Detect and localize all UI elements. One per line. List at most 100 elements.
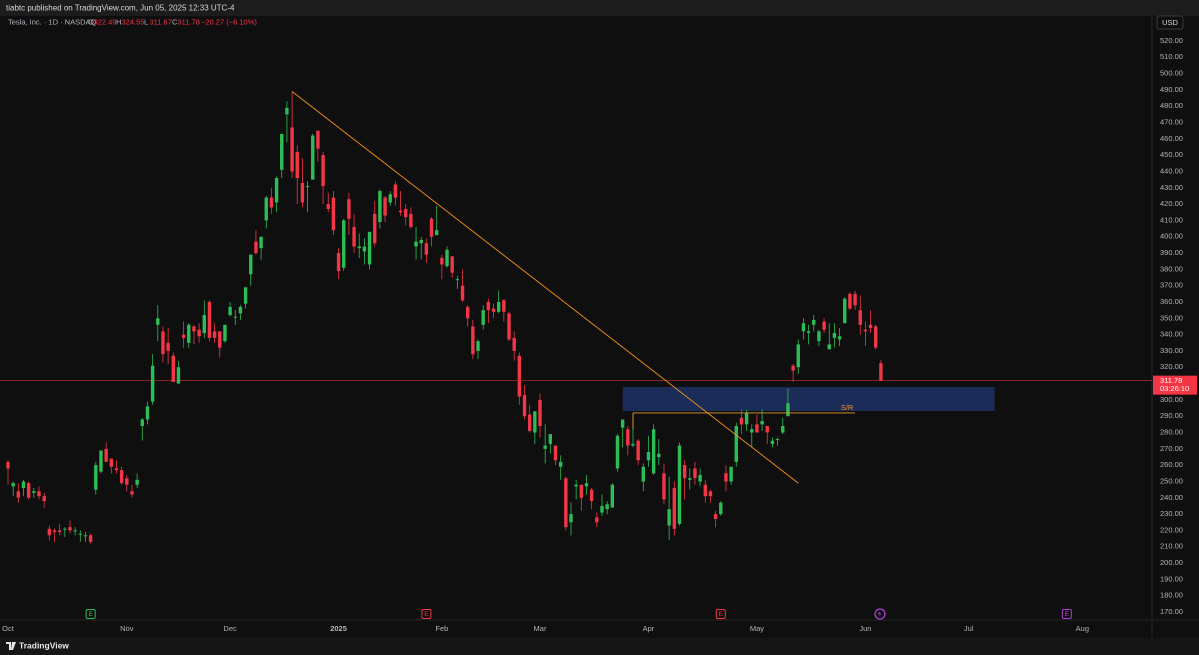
candle-body (863, 329, 868, 332)
candle-body (207, 301, 212, 338)
candle-body (755, 424, 759, 433)
y-tick-label: 510.00 (1160, 52, 1183, 61)
candle-body (285, 107, 289, 115)
candle-body (708, 491, 713, 497)
ohlc-prefix: L (144, 17, 148, 26)
event-label: E (1065, 611, 1070, 618)
candle-body (579, 484, 584, 498)
candle-body (119, 470, 124, 484)
candle-body (822, 321, 826, 330)
candle-body (435, 230, 439, 236)
candle-body (858, 310, 862, 325)
candle-body (744, 412, 749, 425)
candle-body (145, 406, 150, 420)
candle-body (719, 502, 723, 515)
x-tick-label: 2025 (330, 624, 347, 633)
y-tick-label: 400.00 (1160, 232, 1183, 241)
candle-body (192, 326, 196, 332)
candle-body (693, 468, 697, 479)
y-tick-label: 410.00 (1160, 215, 1183, 224)
candle-body (729, 466, 733, 482)
candle-body (548, 434, 553, 444)
candle-body (378, 191, 382, 223)
x-tick-label: Apr (643, 624, 655, 633)
candle-body (264, 197, 268, 221)
candle-body (775, 439, 780, 441)
x-tick-label: Feb (435, 624, 448, 633)
candle-body (404, 208, 408, 218)
candle-body (817, 331, 821, 342)
candle-body (26, 483, 31, 498)
candle-body (429, 218, 434, 237)
candle-body (342, 220, 346, 268)
y-tick-label: 450.00 (1160, 150, 1183, 159)
candle-body (460, 285, 465, 301)
y-tick-label: 440.00 (1160, 166, 1183, 175)
x-tick-label: Oct (2, 624, 15, 633)
candle-body (636, 440, 640, 461)
candle-body (502, 300, 506, 312)
y-tick-label: 270.00 (1160, 444, 1183, 453)
candle-body (42, 496, 46, 502)
candle-body (589, 489, 594, 502)
x-tick-label: Jun (859, 624, 871, 633)
x-tick-label: May (750, 624, 764, 633)
candle-body (837, 336, 842, 340)
zone (622, 387, 995, 411)
price-label: 311.78 (1160, 376, 1182, 385)
candle-body (538, 399, 542, 426)
brand-logo (6, 642, 16, 650)
candle-body (682, 465, 687, 479)
y-tick-label: 190.00 (1160, 574, 1183, 583)
candle-body (254, 241, 258, 254)
y-tick-label: 220.00 (1160, 525, 1183, 534)
candle-body (109, 458, 114, 467)
bottom-bar (0, 638, 1199, 655)
x-tick-label: Jul (964, 624, 974, 633)
candle-body (171, 355, 175, 382)
candle-body (626, 429, 630, 446)
candle-body (786, 403, 790, 417)
candle-body (68, 527, 72, 531)
candle-body (781, 425, 785, 433)
candle-body (280, 133, 284, 170)
candle-body (398, 210, 403, 213)
candle-body (362, 246, 367, 252)
candle-body (450, 256, 454, 273)
candle-body (574, 484, 578, 487)
candle-body (605, 504, 609, 510)
y-tick-label: 290.00 (1160, 411, 1183, 420)
y-tick-label: 360.00 (1160, 297, 1183, 306)
y-tick-label: 470.00 (1160, 117, 1183, 126)
candle-body (641, 466, 646, 482)
event-icon (874, 608, 886, 620)
candle-body (465, 306, 470, 319)
candle-body (481, 310, 485, 325)
y-tick-label: 340.00 (1160, 330, 1183, 339)
candle-body (419, 239, 423, 244)
symbol: Tesla, Inc. · 1D · NASDAQ (8, 17, 97, 26)
x-tick-label: Mar (534, 624, 547, 633)
candle-body (615, 435, 620, 469)
candle-body (471, 326, 475, 355)
candle-body (181, 334, 186, 338)
candle-body (496, 301, 501, 312)
candle-body (620, 419, 625, 428)
candle-body (491, 308, 496, 312)
candle-body (373, 213, 377, 244)
candle-body (424, 243, 429, 255)
candle-body (300, 182, 305, 203)
x-tick-label: Dec (223, 624, 237, 633)
candle-body (657, 453, 661, 457)
event-icon (421, 609, 432, 619)
candle-body (543, 445, 547, 449)
candle-body (73, 530, 77, 532)
event-icon (1061, 609, 1072, 619)
candle-body (801, 323, 806, 332)
candle-body (791, 365, 795, 371)
candle-body (150, 365, 155, 402)
candle-body (326, 204, 330, 209)
candle-body (274, 177, 279, 203)
candle-body (295, 151, 299, 178)
